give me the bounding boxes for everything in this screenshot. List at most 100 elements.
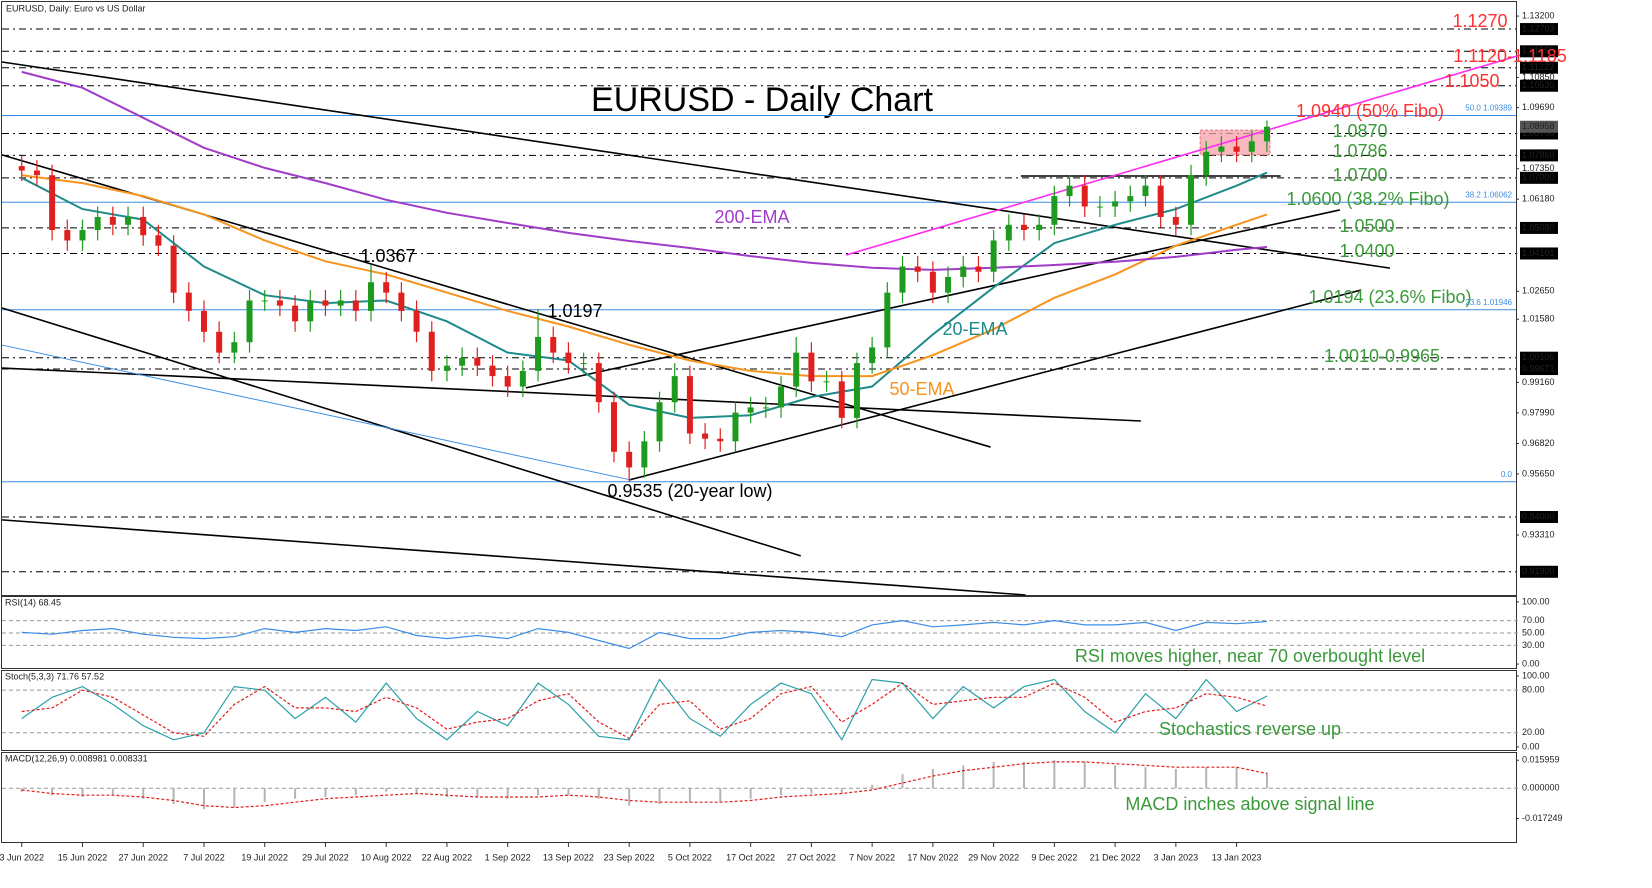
annotation: RSI moves higher, near 70 overbought lev… [1075, 646, 1425, 666]
price-box-label: 1.05080 [1522, 222, 1555, 232]
annotation: 1.0940 (50% Fibo) [1296, 101, 1444, 121]
chart-title: EURUSD - Daily Chart [591, 81, 933, 119]
price-box-label: 0.91900 [1522, 566, 1555, 576]
price-box [1520, 23, 1558, 36]
candle-body [519, 370, 526, 387]
candle-body [565, 352, 572, 364]
y-tick-label: 50.00 [1522, 627, 1545, 637]
candle-body [352, 300, 359, 311]
stoch-panel [1, 670, 1517, 751]
x-tick-label: 17 Nov 2022 [907, 852, 958, 862]
price-box-label: 1.08700 [1522, 128, 1555, 138]
price-box [1520, 221, 1558, 234]
x-tick-label: 5 Oct 2022 [668, 852, 712, 862]
candle-body [823, 381, 830, 383]
fibo-label: 23.6 1.01946 [1465, 298, 1512, 307]
price-box [1520, 565, 1558, 578]
candle-body [140, 216, 147, 236]
candle-body [1188, 175, 1195, 225]
candle-body [1036, 224, 1043, 231]
candle-body [1112, 201, 1119, 207]
price-box [1520, 171, 1558, 184]
candle-body [626, 451, 633, 468]
candle-body [94, 216, 101, 231]
candle-body [1005, 224, 1012, 241]
y-tick-label: 1.13200 [1522, 10, 1555, 20]
candle-body [778, 386, 785, 408]
x-tick-label: 10 Aug 2022 [361, 852, 412, 862]
y-tick-label: 20.00 [1522, 727, 1545, 737]
panel-title: Stoch(5,3,3) 71.76 57.52 [5, 671, 104, 681]
annotation: 1.0870 [1332, 121, 1387, 141]
candle-body [428, 331, 435, 371]
candle-body [443, 365, 450, 371]
x-tick-label: 7 Jul 2022 [183, 852, 225, 862]
candle-body [231, 342, 238, 353]
x-tick-label: 7 Nov 2022 [849, 852, 895, 862]
annotation: 0.9535 (20-year low) [607, 481, 772, 501]
price-box [1520, 510, 1558, 523]
price-box-label: 1.07860 [1522, 150, 1555, 160]
y-tick-label: -0.017249 [1522, 813, 1563, 823]
panel-title: MACD(12,26,9) 0.008981 0.008331 [5, 753, 148, 763]
y-tick-label: 0.97990 [1522, 407, 1555, 417]
candle-body [1127, 196, 1134, 202]
candle-body [33, 170, 40, 176]
price-box-label: 0.99671 [1522, 363, 1555, 373]
annotation: 1.0367 [360, 246, 415, 266]
y-tick-label: 1.06180 [1522, 194, 1555, 204]
candle-body [155, 235, 162, 246]
candle-body [413, 310, 420, 332]
price-box-label: 1.11222 [1522, 62, 1554, 72]
candle-body [246, 300, 253, 343]
candle-body [853, 363, 860, 418]
candle-body [641, 441, 648, 468]
candle-body [929, 271, 936, 293]
candle-body [185, 292, 192, 311]
trendline [846, 54, 1521, 256]
candle-body [550, 336, 557, 353]
fibo-label: 38.2 1.06062 [1465, 190, 1512, 199]
y-tick-label: 0.96820 [1522, 438, 1555, 448]
candle-body [702, 433, 709, 439]
indicator-line [21, 682, 1268, 740]
candle-body [79, 230, 86, 241]
candle-body [125, 216, 132, 225]
candle-body [398, 292, 405, 311]
annotation: 1.1270 [1452, 11, 1507, 31]
candle-body [747, 407, 754, 413]
candle-body [884, 292, 891, 348]
y-tick-label: 0.00 [1522, 741, 1540, 751]
candle-body [1096, 206, 1103, 208]
fibo-label: 0.0 [1501, 470, 1513, 479]
x-tick-label: 29 Jul 2022 [302, 852, 349, 862]
trendline [1, 61, 1391, 269]
candle-body [216, 331, 223, 353]
candle-body [18, 166, 25, 171]
price-box-label: 1.12703 [1522, 23, 1555, 33]
panel-title: RSI(14) 68.45 [5, 597, 61, 607]
candle-body [869, 347, 876, 364]
candle-body [64, 230, 71, 241]
x-tick-label: 3 Jan 2023 [1154, 852, 1199, 862]
x-tick-label: 3 Jun 2022 [0, 852, 44, 862]
y-tick-label: 30.00 [1522, 640, 1545, 650]
candle-body [580, 363, 587, 365]
price-box [1520, 45, 1558, 58]
y-tick-label: 1.10850 [1522, 72, 1555, 82]
trendline [628, 289, 1362, 481]
annotation: 1.0194 (23.6% Fibo) [1308, 287, 1471, 307]
candle-body [1218, 146, 1225, 152]
ema-label: 50-EMA [889, 379, 954, 399]
price-box [1520, 149, 1558, 162]
candle-body [337, 300, 344, 306]
price-box-label: 1.00106 [1522, 352, 1555, 362]
candle-body [261, 300, 268, 302]
price-box-label: 0.94000 [1522, 511, 1555, 521]
y-tick-label: 1.01580 [1522, 314, 1555, 324]
annotation: 1.0700 [1332, 165, 1387, 185]
candle-body [838, 381, 845, 418]
price-box [1520, 351, 1558, 364]
candle-body [276, 300, 283, 306]
